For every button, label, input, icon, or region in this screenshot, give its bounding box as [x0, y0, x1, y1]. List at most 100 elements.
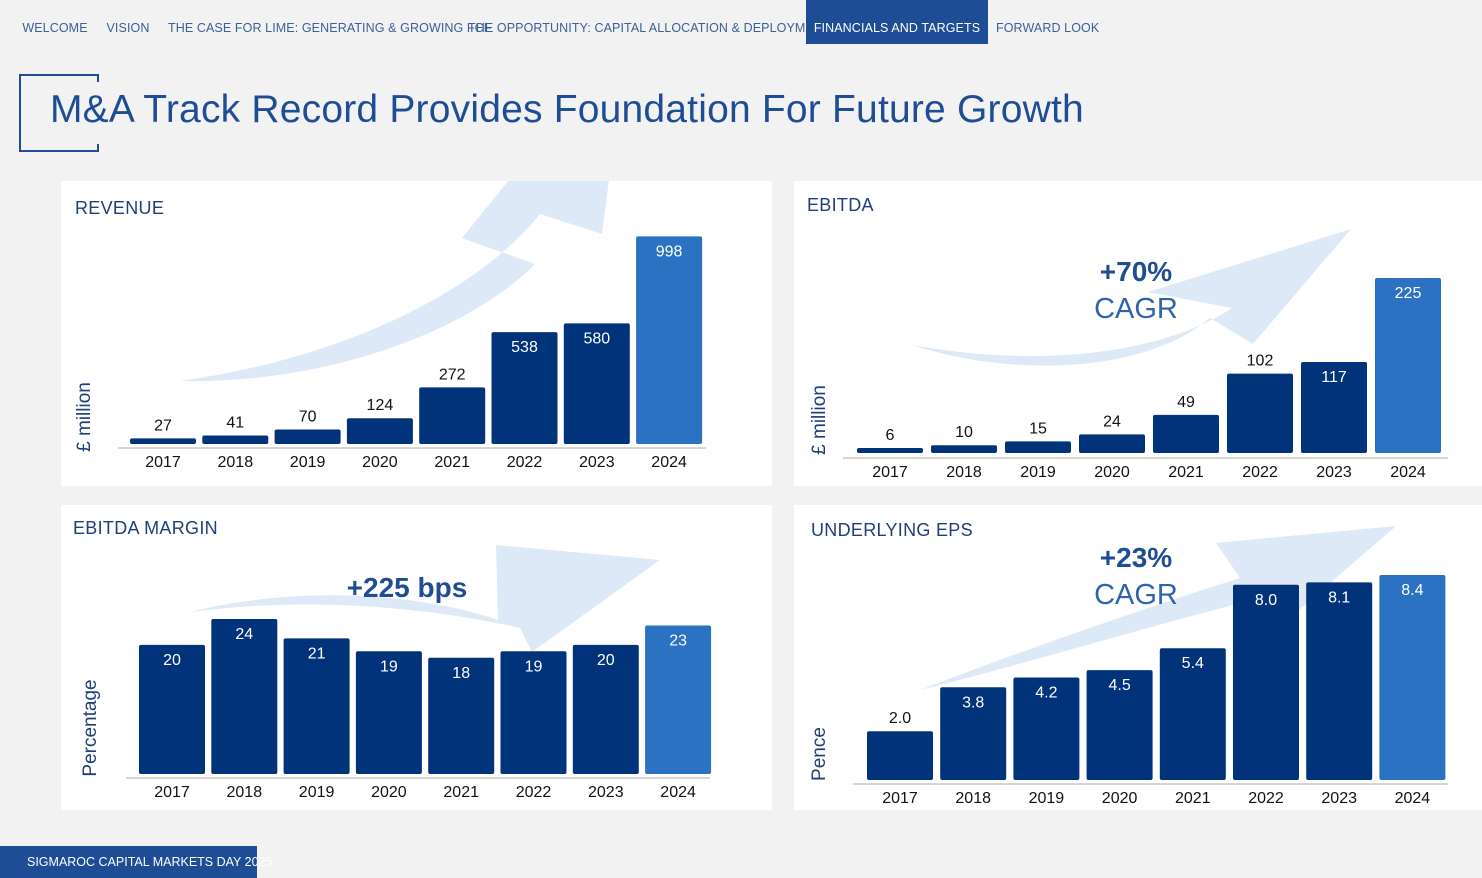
growth-annotation-label: CAGR [1094, 579, 1178, 611]
bar-2022 [1233, 584, 1299, 780]
y-axis-label: £ million [809, 385, 830, 455]
x-tick-label: 2022 [1248, 790, 1284, 807]
bar-value-label: 20 [597, 652, 615, 669]
bar-2019 [274, 429, 341, 444]
x-tick-label: 2019 [290, 454, 326, 471]
bar-value-label: 70 [299, 408, 317, 425]
x-tick-label: 2021 [434, 454, 470, 471]
bar-value-label: 6 [886, 427, 895, 444]
title-bracket-decoration [19, 74, 99, 152]
chart-plot-area: +67%CAGR27201741201870201912420202722021… [74, 181, 706, 471]
top-nav: WELCOME VISION THE CASE FOR LIME: GENERA… [0, 0, 1482, 44]
growth-annotation-label: CAGR [1094, 293, 1178, 325]
growth-annotation-value: +70% [1100, 256, 1172, 287]
ebitda-chart-panel: EBITDA +70% CAGR 6 2017 10 2018 15 2019 24 2020 49… [794, 181, 1482, 486]
bar-2024 [645, 625, 712, 774]
ebitda-margin-chart-title: EBITDA MARGIN [73, 518, 218, 538]
bar-value-label: 5.4 [1182, 655, 1204, 672]
bar-2020 [1086, 670, 1153, 780]
bar-2024 [1375, 278, 1441, 453]
chart-plot-area: +23% CAGR 2.0 2017 3.8 2018 4.2 2019 4.5 2020 5.4 2… [809, 526, 1448, 807]
bar-value-label: 23 [669, 632, 687, 649]
ebitda-margin-chart: +225 bps 20 2017 24 2018 21 2019 19 2020 18 2021 19… [80, 545, 712, 801]
bar-value-label: 998 [656, 243, 683, 260]
x-tick-label: 2017 [145, 454, 181, 471]
x-tick-label: 2019 [1020, 464, 1056, 481]
bar-2019 [283, 638, 350, 774]
revenue-chart-title: REVENUE [75, 198, 165, 218]
nav-tab-vision[interactable]: VISION [106, 21, 150, 35]
bar-value-label: 18 [452, 665, 470, 682]
x-tick-label: 2017 [154, 784, 190, 801]
x-tick-label: 2023 [1316, 464, 1352, 481]
growth-arrow-icon [912, 229, 1351, 366]
x-tick-label: 2020 [371, 784, 407, 801]
x-tick-label: 2018 [227, 784, 263, 801]
bar-2021 [1159, 648, 1226, 780]
ebitda-chart-title: EBITDA [807, 195, 874, 215]
bar-2020 [355, 651, 422, 774]
bar-2017 [867, 731, 933, 780]
x-tick-label: 2017 [872, 464, 908, 481]
bar-2018 [202, 435, 269, 444]
x-tick-label: 2024 [1390, 464, 1426, 481]
nav-tab-forward-look[interactable]: FORWARD LOOK [996, 21, 1100, 35]
footer-event-label: SIGMAROC CAPITAL MARKETS DAY 2025 [0, 846, 272, 878]
bar-2020 [1079, 434, 1145, 453]
y-axis-label: Pence [809, 727, 830, 781]
bar-2019 [1013, 677, 1080, 780]
bar-2022 [491, 332, 558, 444]
x-tick-label: 2023 [588, 784, 624, 801]
bar-2018 [931, 445, 997, 453]
bar-value-label: 19 [525, 658, 543, 675]
revenue-chart: +67%CAGR27201741201870201912420202722021… [74, 181, 706, 471]
nav-tab-financials-and-targets[interactable]: FINANCIALS AND TARGETS [806, 0, 988, 44]
x-tick-label: 2021 [1175, 790, 1211, 807]
x-tick-label: 2023 [579, 454, 615, 471]
x-tick-label: 2017 [882, 790, 918, 807]
bar-value-label: 117 [1321, 369, 1347, 386]
underlying-eps-chart-title: UNDERLYING EPS [811, 520, 973, 540]
bar-value-label: 24 [235, 626, 253, 643]
growth-arrow-icon [920, 526, 1396, 690]
bar-value-label: 19 [380, 658, 398, 675]
bar-value-label: 8.1 [1328, 589, 1350, 606]
nav-tab-welcome[interactable]: WELCOME [22, 21, 88, 35]
bar-2023 [1301, 362, 1367, 453]
bar-value-label: 538 [511, 339, 538, 356]
chart-plot-area: +70% CAGR 6 2017 10 2018 15 2019 24 2020 49 2021 102… [809, 229, 1448, 481]
bar-2023 [1306, 582, 1373, 780]
x-tick-label: 2019 [1029, 790, 1065, 807]
bar-2024 [1379, 575, 1446, 780]
bar-value-label: 102 [1247, 353, 1274, 370]
y-axis-label: Percentage [80, 679, 101, 776]
bar-value-label: 49 [1177, 394, 1195, 411]
x-tick-label: 2022 [507, 454, 543, 471]
bar-value-label: 41 [226, 414, 244, 431]
x-tick-label: 2019 [299, 784, 335, 801]
growth-annotation-value: +23% [1100, 542, 1172, 573]
bar-value-label: 8.0 [1255, 592, 1277, 609]
bar-2018 [940, 687, 1007, 780]
x-tick-label: 2020 [1102, 790, 1138, 807]
x-tick-label: 2022 [516, 784, 552, 801]
bar-2023 [572, 644, 639, 774]
nav-tab-case-for-lime[interactable]: THE CASE FOR LIME: GENERATING & GROWING … [168, 21, 492, 35]
bar-value-label: 225 [1395, 285, 1422, 302]
bar-value-label: 27 [154, 417, 172, 434]
bar-value-label: 124 [367, 397, 394, 414]
bar-value-label: 15 [1029, 420, 1047, 437]
bar-2021 [428, 657, 495, 774]
bar-2021 [1153, 414, 1219, 453]
bar-value-label: 20 [163, 652, 181, 669]
bar-2017 [139, 644, 205, 774]
bar-2022 [1227, 373, 1293, 453]
ebitda-chart: +70% CAGR 6 2017 10 2018 15 2019 24 2020 49 2021 102… [809, 229, 1448, 481]
bar-value-label: 10 [955, 424, 973, 441]
x-tick-label: 2018 [218, 454, 254, 471]
x-tick-label: 2022 [1242, 464, 1278, 481]
x-tick-label: 2020 [1094, 464, 1130, 481]
bar-2020 [346, 418, 413, 444]
nav-tab-opportunity[interactable]: THE OPPORTUNITY: CAPITAL ALLOCATION & DE… [468, 21, 831, 35]
growth-annotation-value: +225 bps [347, 572, 468, 603]
